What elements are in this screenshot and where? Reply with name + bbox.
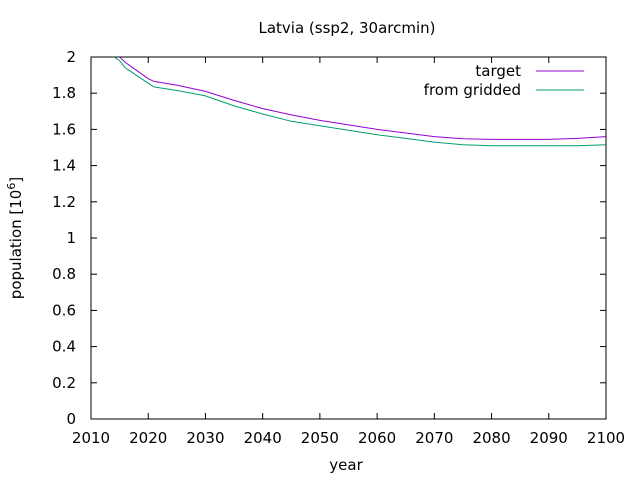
y-tick-label: 0.4 bbox=[52, 338, 76, 356]
legend-label-from-gridded: from gridded bbox=[424, 81, 521, 99]
y-tick-label: 2 bbox=[66, 48, 76, 66]
x-tick-label: 2050 bbox=[301, 429, 339, 447]
y-tick-label: 1.6 bbox=[52, 120, 76, 138]
y-tick-label: 0 bbox=[66, 410, 76, 428]
chart-title: Latvia (ssp2, 30arcmin) bbox=[258, 19, 435, 37]
y-tick-label: 0.8 bbox=[52, 265, 76, 283]
y-axis-label-close: ] bbox=[7, 177, 25, 183]
y-tick-label: 0.2 bbox=[52, 374, 76, 392]
y-axis-label-text: population [10 bbox=[7, 190, 25, 300]
x-axis-label: year bbox=[329, 456, 363, 474]
plot-frame bbox=[90, 56, 607, 420]
x-tick-label: 2090 bbox=[530, 429, 568, 447]
y-tick-label: 1.2 bbox=[52, 193, 76, 211]
y-axis-label: population [106] bbox=[5, 177, 25, 299]
y-tick-label: 1.4 bbox=[52, 157, 76, 175]
x-tick-label: 2040 bbox=[244, 429, 282, 447]
y-tick-label: 1 bbox=[66, 229, 76, 247]
x-tick-label: 2060 bbox=[358, 429, 396, 447]
y-tick-label: 1.8 bbox=[52, 84, 76, 102]
x-tick-label: 2030 bbox=[186, 429, 224, 447]
y-tick-label: 0.6 bbox=[52, 301, 76, 319]
series-layer bbox=[112, 57, 606, 147]
x-tick-label: 2020 bbox=[129, 429, 167, 447]
y-axis-label-exponent: 6 bbox=[5, 183, 18, 190]
series-line-target bbox=[118, 57, 606, 140]
y-axis: 0 0.2 0.4 0.6 0.8 1 1.2 1.4 1.6 1.8 2 bbox=[52, 48, 606, 428]
x-axis: 2010 2020 2030 2040 2050 2060 2070 2080 2090 2100 bbox=[72, 57, 625, 447]
legend: target from gridded bbox=[424, 62, 584, 99]
x-tick-label: 2010 bbox=[72, 429, 110, 447]
series-line-from-gridded bbox=[112, 57, 606, 147]
x-tick-label: 2070 bbox=[415, 429, 453, 447]
x-tick-label: 2080 bbox=[472, 429, 510, 447]
legend-label-target: target bbox=[475, 62, 521, 80]
x-tick-label: 2100 bbox=[587, 429, 625, 447]
